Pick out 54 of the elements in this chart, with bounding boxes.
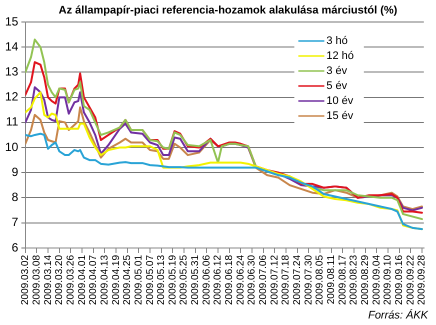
legend-label: 3 hó xyxy=(326,35,348,48)
x-tick-label: 2009.06.18 xyxy=(224,254,236,306)
x-tick-label: 2009.03.14 xyxy=(42,254,54,306)
x-tick-label: 2009.09.04 xyxy=(371,254,382,306)
y-tick-label: 7 xyxy=(12,215,19,230)
x-tick-label: 2009.06.24 xyxy=(235,254,246,306)
y-tick-label: 11 xyxy=(6,114,19,129)
x-tick-label: 2009.08.29 xyxy=(360,254,372,306)
text: Forrás: ÁKK xyxy=(368,308,429,322)
x-tick-label: 2009.06.30 xyxy=(246,254,258,306)
y-tick-label: 14 xyxy=(4,39,19,54)
legend-label: 3 év xyxy=(326,65,348,78)
chart-title: Az állampapír-piaci referencia-hozamok alakulása márciustól (%) xyxy=(58,4,398,17)
x-tick-label: 2009.09.28 xyxy=(416,254,428,306)
legend-label: 15 év xyxy=(326,110,354,122)
x-tick-label: 2009.06.12 xyxy=(212,254,224,306)
x-tick-label: 2009.05.19 xyxy=(167,254,178,306)
x-tick-label: 2009.03.26 xyxy=(65,254,76,306)
y-tick-label: 15 xyxy=(4,14,19,28)
legend-label: 12 hó xyxy=(326,50,354,62)
x-tick-label: 2009.08.17 xyxy=(337,254,348,306)
y-tick-label: 10 xyxy=(4,140,19,154)
x-tick-label: 2009.07.12 xyxy=(269,254,280,306)
x-tick-label: 2009.03.20 xyxy=(54,254,66,306)
x-tick-label: 2009.04.01 xyxy=(76,254,88,306)
x-tick-label: 2009.03.08 xyxy=(31,254,42,306)
x-tick-label: 2009.08.11 xyxy=(326,254,338,304)
x-tick-label: 2009.07.24 xyxy=(292,254,304,306)
y-tick-label: 12 xyxy=(4,90,19,104)
x-tick-label: 2009.05.31 xyxy=(190,254,202,306)
x-tick-label: 2009.04.25 xyxy=(122,254,134,306)
x-tick-label: 2009.05.25 xyxy=(178,254,190,306)
y-tick-label: 6 xyxy=(12,240,19,254)
y-tick-label: 9 xyxy=(12,164,19,179)
x-tick-label: 2009.04.07 xyxy=(88,254,100,306)
x-tick-label: 2009.07.06 xyxy=(258,254,270,306)
x-tick-label: 2009.09.16 xyxy=(394,254,406,306)
x-tick-label: 2009.07.18 xyxy=(280,254,292,306)
x-tick-label: 2009.03.02 xyxy=(20,254,32,306)
x-tick-label: 2009.08.23 xyxy=(348,254,360,306)
legend-label: 10 év xyxy=(326,95,354,108)
x-tick-label: 2009.06.06 xyxy=(201,254,212,306)
x-tick-label: 2009.09.22 xyxy=(405,254,416,306)
y-tick-label: 8 xyxy=(12,190,19,204)
x-tick-label: 2009.09.10 xyxy=(382,254,394,306)
x-tick-label: 2009.04.13 xyxy=(99,254,110,306)
x-tick-label: 2009.07.30 xyxy=(303,254,314,306)
x-tick-label: 2009.04.19 xyxy=(110,254,122,306)
y-tick-label: 13 xyxy=(4,64,19,79)
legend-label: 5 év xyxy=(326,80,348,92)
x-tick-label: 2009.05.07 xyxy=(144,254,156,306)
x-tick-label: 2009.05.13 xyxy=(156,254,168,306)
x-tick-label: 2009.05.01 xyxy=(133,254,144,306)
x-tick-label: 2009.08.05 xyxy=(314,254,326,306)
